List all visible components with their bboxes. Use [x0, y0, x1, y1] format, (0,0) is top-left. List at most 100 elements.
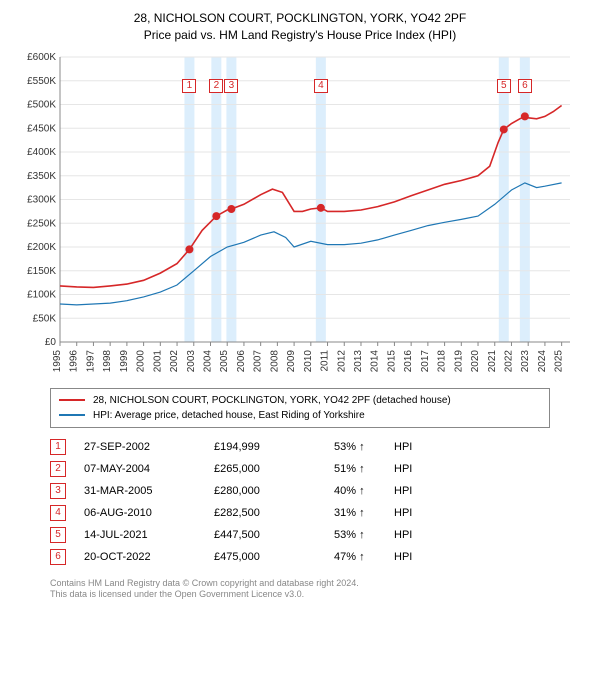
sales-row: 5 14-JUL-2021£447,50053% ↑HPI [50, 524, 585, 546]
chart-plot-wrap: £0 £50K £100K £150K £200K £250K £300K £350K £400… [15, 52, 585, 382]
chart-svg: £0 £50K £100K £150K £200K £250K £300K £350K £400… [15, 52, 575, 382]
footer-line-1: Contains HM Land Registry data © Crown c… [50, 578, 585, 590]
svg-text:£250K: £250K [27, 218, 56, 229]
svg-text:2001: 2001 [152, 349, 163, 372]
sale-vs: HPI [394, 463, 412, 475]
sales-row: 4 06-AUG-2010£282,50031% ↑HPI [50, 502, 585, 524]
sale-number-box: 2 [50, 461, 66, 477]
sale-price: £194,999 [214, 441, 334, 453]
svg-text:2011: 2011 [320, 349, 331, 371]
svg-text:£100K: £100K [27, 289, 56, 300]
svg-text:£200K: £200K [27, 242, 56, 253]
svg-text:2015: 2015 [386, 349, 397, 372]
svg-text:1999: 1999 [119, 349, 130, 372]
sale-vs: HPI [394, 441, 412, 453]
svg-text:2014: 2014 [370, 349, 381, 372]
sale-date: 31-MAR-2005 [84, 485, 214, 497]
sale-price: £447,500 [214, 529, 334, 541]
sale-date: 20-OCT-2022 [84, 551, 214, 563]
sale-vs: HPI [394, 485, 412, 497]
sale-number-box: 6 [50, 549, 66, 565]
sale-pct: 47% ↑ [334, 551, 394, 563]
sale-price: £282,500 [214, 507, 334, 519]
svg-text:2013: 2013 [353, 349, 364, 372]
sale-date: 07-MAY-2004 [84, 463, 214, 475]
sale-pct: 51% ↑ [334, 463, 394, 475]
chart-container: 28, NICHOLSON COURT, POCKLINGTON, YORK, … [0, 0, 600, 611]
legend-swatch-red [59, 399, 85, 401]
svg-text:1998: 1998 [102, 349, 113, 372]
sale-date: 06-AUG-2010 [84, 507, 214, 519]
legend-swatch-blue [59, 414, 85, 416]
sale-vs: HPI [394, 551, 412, 563]
svg-text:2006: 2006 [236, 349, 247, 372]
sale-marker-2: 2 [209, 79, 223, 93]
svg-text:2004: 2004 [202, 349, 213, 372]
svg-text:1995: 1995 [52, 349, 63, 372]
sale-number-box: 5 [50, 527, 66, 543]
svg-text:2007: 2007 [253, 349, 264, 372]
svg-text:£150K: £150K [27, 265, 56, 276]
svg-text:£300K: £300K [27, 194, 56, 205]
svg-text:£500K: £500K [27, 99, 56, 110]
sale-number-box: 1 [50, 439, 66, 455]
sale-date: 27-SEP-2002 [84, 441, 214, 453]
svg-text:2019: 2019 [453, 349, 464, 372]
sales-row: 2 07-MAY-2004£265,00051% ↑HPI [50, 458, 585, 480]
sale-price: £265,000 [214, 463, 334, 475]
sale-number-box: 4 [50, 505, 66, 521]
legend: 28, NICHOLSON COURT, POCKLINGTON, YORK, … [50, 388, 550, 428]
sale-marker-4: 4 [314, 79, 328, 93]
svg-text:2010: 2010 [303, 349, 314, 372]
svg-text:£350K: £350K [27, 170, 56, 181]
svg-text:£0: £0 [45, 337, 57, 348]
legend-row-red: 28, NICHOLSON COURT, POCKLINGTON, YORK, … [59, 393, 541, 408]
sale-pct: 53% ↑ [334, 441, 394, 453]
svg-text:2003: 2003 [186, 349, 197, 372]
legend-label-red: 28, NICHOLSON COURT, POCKLINGTON, YORK, … [93, 393, 451, 408]
title-line-1: 28, NICHOLSON COURT, POCKLINGTON, YORK, … [15, 10, 585, 27]
sale-vs: HPI [394, 507, 412, 519]
svg-text:2009: 2009 [286, 349, 297, 372]
svg-text:2020: 2020 [470, 349, 481, 372]
sale-price: £475,000 [214, 551, 334, 563]
svg-text:2024: 2024 [537, 349, 548, 372]
sales-row: 6 20-OCT-2022£475,00047% ↑HPI [50, 546, 585, 568]
sale-vs: HPI [394, 529, 412, 541]
svg-text:2023: 2023 [520, 349, 531, 372]
svg-text:1996: 1996 [69, 349, 80, 372]
svg-text:£450K: £450K [27, 123, 56, 134]
title-line-2: Price paid vs. HM Land Registry's House … [15, 27, 585, 44]
svg-text:2016: 2016 [403, 349, 414, 372]
legend-row-blue: HPI: Average price, detached house, East… [59, 408, 541, 423]
sale-date: 14-JUL-2021 [84, 529, 214, 541]
sales-row: 3 31-MAR-2005£280,00040% ↑HPI [50, 480, 585, 502]
svg-text:2017: 2017 [420, 349, 431, 372]
legend-label-blue: HPI: Average price, detached house, East… [93, 408, 365, 423]
sale-marker-1: 1 [182, 79, 196, 93]
sale-number-box: 3 [50, 483, 66, 499]
svg-text:2002: 2002 [169, 349, 180, 372]
svg-text:2018: 2018 [437, 349, 448, 372]
svg-text:2005: 2005 [219, 349, 230, 372]
sale-pct: 40% ↑ [334, 485, 394, 497]
svg-text:£50K: £50K [33, 313, 57, 324]
footer: Contains HM Land Registry data © Crown c… [50, 578, 585, 601]
svg-text:2021: 2021 [487, 349, 498, 372]
sale-marker-5: 5 [497, 79, 511, 93]
svg-text:2008: 2008 [269, 349, 280, 372]
chart-title: 28, NICHOLSON COURT, POCKLINGTON, YORK, … [15, 10, 585, 44]
svg-text:£550K: £550K [27, 75, 56, 86]
footer-line-2: This data is licensed under the Open Gov… [50, 589, 585, 601]
sale-marker-3: 3 [224, 79, 238, 93]
sales-row: 1 27-SEP-2002£194,99953% ↑HPI [50, 436, 585, 458]
svg-text:2012: 2012 [336, 349, 347, 372]
sale-pct: 53% ↑ [334, 529, 394, 541]
sale-marker-6: 6 [518, 79, 532, 93]
svg-text:£400K: £400K [27, 147, 56, 158]
svg-text:2000: 2000 [136, 349, 147, 372]
svg-text:1997: 1997 [85, 349, 96, 372]
sale-pct: 31% ↑ [334, 507, 394, 519]
svg-text:2022: 2022 [503, 349, 514, 372]
sale-price: £280,000 [214, 485, 334, 497]
